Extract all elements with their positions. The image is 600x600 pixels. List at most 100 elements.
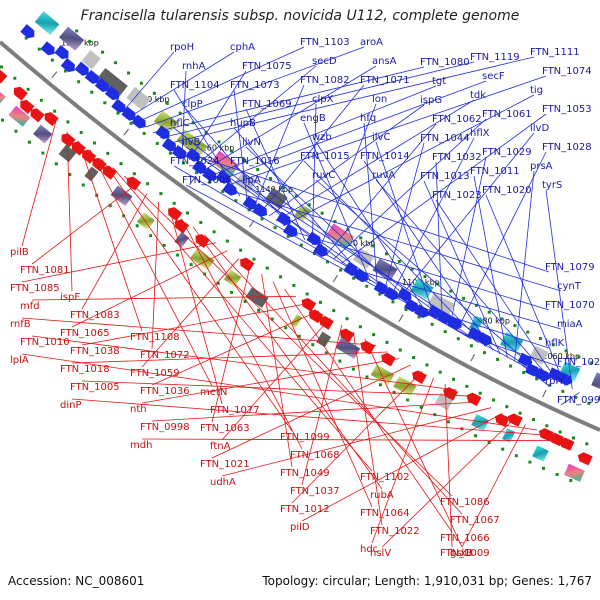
forward-gene-label: tgt bbox=[432, 76, 446, 87]
forward-leader-line bbox=[375, 141, 436, 320]
reverse-gene-label: mfd bbox=[20, 301, 40, 312]
forward-gene-label: FTN_1013 bbox=[420, 171, 470, 182]
marker-dot bbox=[64, 69, 68, 73]
marker-dot bbox=[545, 424, 549, 428]
forward-leader-line bbox=[303, 160, 486, 347]
reverse-gene-label: FTN_1009 bbox=[440, 548, 490, 559]
marker-dot bbox=[324, 351, 328, 355]
marker-dot bbox=[452, 377, 456, 381]
marker-group bbox=[0, 29, 594, 483]
reverse-leader-line bbox=[31, 184, 136, 265]
forward-gene-label: rpoH bbox=[170, 42, 194, 53]
marker-dot bbox=[526, 330, 530, 334]
marker-dot bbox=[555, 472, 559, 476]
marker-dot bbox=[256, 168, 260, 172]
feature-box bbox=[591, 372, 600, 395]
feature-box bbox=[81, 50, 101, 70]
forward-gene-label: FTN_1029 bbox=[482, 147, 532, 158]
reverse-leader-line bbox=[21, 242, 216, 283]
forward-gene-label: FTN_1070 bbox=[545, 300, 595, 311]
forward-gene-arrow bbox=[104, 86, 119, 101]
marker-dot bbox=[590, 361, 594, 365]
feature-box bbox=[434, 392, 454, 411]
forward-gene-label: rplY bbox=[545, 376, 565, 387]
marker-dot bbox=[505, 405, 509, 409]
reverse-gene-label: FTN_1083 bbox=[70, 310, 120, 321]
forward-gene-label: ispG bbox=[420, 95, 442, 106]
marker-dot bbox=[101, 50, 105, 54]
reverse-leader-line bbox=[169, 210, 223, 405]
feature-box bbox=[532, 445, 549, 462]
forward-gene-label: ilvD bbox=[530, 123, 549, 134]
forward-leader-line bbox=[167, 56, 535, 145]
feature-box bbox=[316, 331, 332, 348]
reverse-gene-label: FTN_1099 bbox=[280, 432, 330, 443]
forward-gene-label: ruvC bbox=[312, 170, 335, 181]
forward-label-group: rpoH cphA FTN_1103 aroA FTN_1080 FTN_1119 FTN_… bbox=[170, 37, 600, 406]
marker-dot bbox=[204, 130, 208, 134]
reverse-gene-label: grxB bbox=[450, 548, 473, 559]
marker-dot bbox=[522, 371, 526, 375]
forward-gene-label: cynT bbox=[557, 281, 582, 292]
marker-dot bbox=[514, 454, 518, 458]
forward-gene-label: FTN_1011 bbox=[470, 166, 520, 177]
forward-leader-line bbox=[290, 230, 550, 311]
reverse-leader-line bbox=[352, 331, 383, 526]
marker-dot bbox=[320, 211, 324, 215]
reverse-gene-label: pilB bbox=[10, 247, 29, 258]
marker-dot bbox=[299, 243, 303, 247]
forward-leader-line bbox=[173, 165, 472, 340]
forward-gene-arrow bbox=[74, 61, 89, 76]
marker-dot bbox=[500, 317, 504, 321]
marker-dot bbox=[279, 275, 283, 279]
marker-dot bbox=[116, 111, 120, 115]
reverse-gene-arrow bbox=[559, 437, 575, 451]
reverse-leader-line bbox=[21, 317, 377, 346]
forward-gene-label: FTN_1028 bbox=[542, 142, 592, 153]
marker-dot bbox=[81, 183, 85, 187]
feature-box bbox=[502, 428, 516, 443]
tick-mark bbox=[123, 128, 129, 136]
reverse-gene-arrow bbox=[577, 452, 593, 466]
forward-gene-label: prsA bbox=[530, 161, 553, 172]
reverse-gene-arrow bbox=[174, 219, 190, 234]
marker-dot bbox=[132, 172, 136, 176]
marker-dot bbox=[221, 189, 225, 193]
reverse-gene-arrow bbox=[0, 69, 8, 84]
reverse-leader-line bbox=[141, 438, 560, 442]
marker-dot bbox=[199, 220, 203, 224]
marker-dot bbox=[487, 441, 491, 445]
forward-gene-arrow bbox=[242, 195, 257, 210]
forward-gene-label: miaA bbox=[557, 319, 583, 330]
forward-leader-line bbox=[391, 137, 475, 295]
forward-leader-line bbox=[311, 103, 317, 245]
marker-dot bbox=[332, 309, 336, 313]
reverse-gene-arrow bbox=[381, 352, 396, 367]
marker-dot bbox=[378, 292, 382, 296]
reverse-gene-label: FTN_1064 bbox=[360, 508, 410, 519]
marker-dot bbox=[492, 398, 496, 402]
forward-leader-line bbox=[326, 123, 437, 255]
forward-gene-label: cphA bbox=[230, 42, 255, 53]
feature-box bbox=[211, 150, 240, 177]
forward-leader-line bbox=[456, 151, 547, 332]
marker-dot bbox=[345, 317, 349, 321]
marker-dot bbox=[88, 40, 92, 44]
forward-gene-label: tig bbox=[530, 85, 543, 96]
reverse-leader-line bbox=[21, 122, 57, 247]
reverse-leader-line bbox=[71, 351, 388, 364]
marker-dot bbox=[172, 201, 176, 205]
forward-leader-line bbox=[254, 84, 305, 207]
reverse-gene-label: FTN_1022 bbox=[370, 526, 420, 537]
forward-leader-line bbox=[521, 364, 550, 387]
marker-dot bbox=[412, 356, 416, 360]
reverse-leader-line bbox=[141, 358, 400, 404]
marker-dot bbox=[469, 344, 473, 348]
forward-gene-label: clpP bbox=[182, 99, 203, 110]
forward-leader-line bbox=[545, 189, 573, 390]
marker-dot bbox=[269, 177, 273, 181]
forward-leader-line bbox=[435, 199, 559, 383]
marker-dot bbox=[372, 333, 376, 337]
marker-dot bbox=[185, 211, 189, 215]
marker-dot bbox=[195, 171, 199, 175]
